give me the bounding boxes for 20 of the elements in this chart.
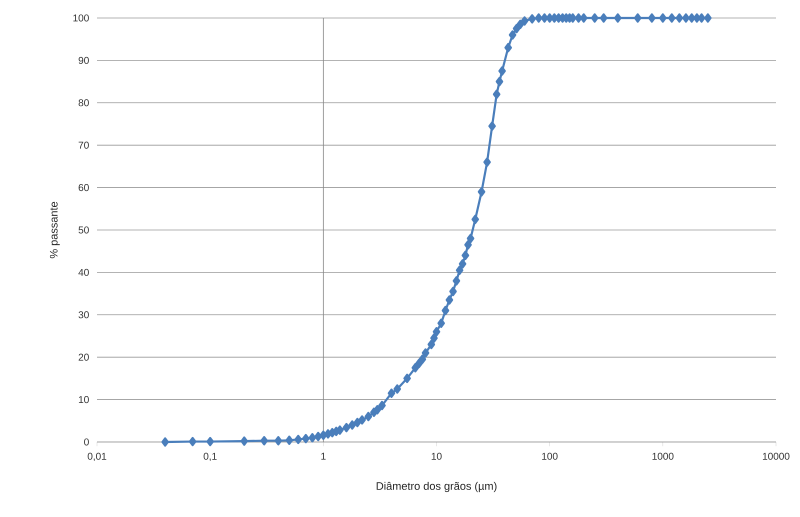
y-tick-label: 50 bbox=[78, 226, 89, 234]
y-tick-label: 80 bbox=[78, 99, 89, 106]
y-tick-label: 70 bbox=[78, 142, 89, 149]
x-tick-label: 100 bbox=[542, 452, 558, 460]
x-tick-label: 10000 bbox=[762, 452, 790, 460]
x-tick-label: 0,01 bbox=[88, 452, 106, 461]
y-tick-label: 100 bbox=[73, 14, 89, 22]
x-axis-title: Diâmetro dos grãos (µm) bbox=[376, 482, 497, 492]
y-tick-label: 90 bbox=[78, 56, 89, 64]
y-tick-label: 0 bbox=[84, 438, 89, 446]
y-tick-label: 30 bbox=[78, 311, 89, 318]
x-tick-label: 1000 bbox=[652, 452, 674, 460]
x-tick-label: 10 bbox=[432, 452, 442, 460]
y-tick-label: 60 bbox=[78, 184, 89, 192]
y-tick-label: 40 bbox=[78, 268, 89, 276]
y-tick-label: 20 bbox=[78, 354, 89, 361]
x-tick-label: 0,1 bbox=[204, 452, 217, 461]
y-tick-label: 10 bbox=[78, 396, 89, 404]
y-axis-title: % passante bbox=[50, 202, 60, 258]
x-tick-label: 1 bbox=[321, 452, 326, 460]
